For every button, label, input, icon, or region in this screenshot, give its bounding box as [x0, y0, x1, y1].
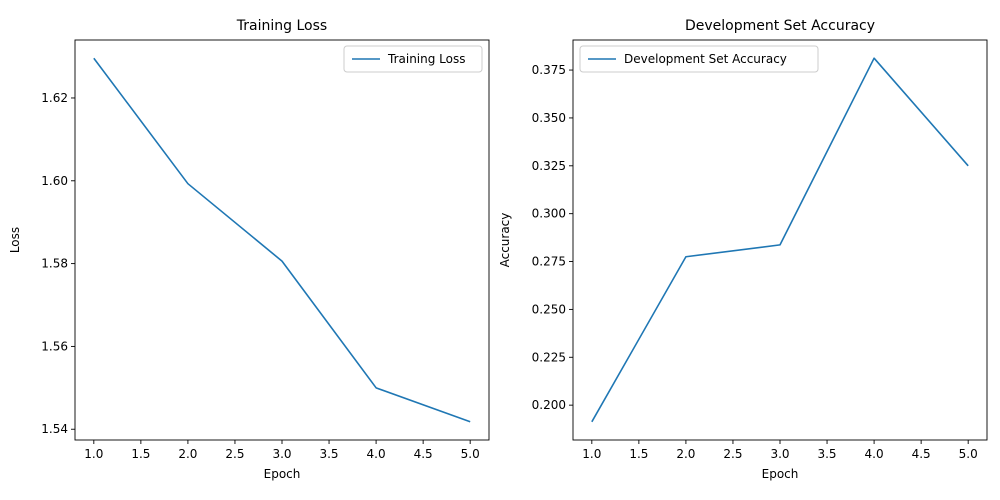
plot-area-frame [74, 39, 490, 441]
series-line [591, 57, 969, 423]
x-axis-label: Epoch [762, 467, 799, 481]
chart-title: Training Loss [236, 18, 327, 34]
x-tick-label: 2.0 [676, 447, 695, 461]
x-tick-label: 3.0 [770, 447, 789, 461]
x-tick-label: 1.5 [629, 447, 648, 461]
x-tick-label: 1.0 [84, 447, 103, 461]
y-tick-label: 1.60 [41, 174, 68, 188]
x-tick-label: 2.5 [723, 447, 742, 461]
x-tick-label: 4.5 [912, 447, 931, 461]
x-tick-label: 4.0 [367, 447, 386, 461]
y-tick-label: 0.275 [532, 255, 566, 269]
y-axis-label: Accuracy [498, 213, 512, 268]
x-tick-label: 3.5 [319, 447, 338, 461]
x-tick-label: 1.5 [131, 447, 150, 461]
x-tick-label: 3.0 [272, 447, 291, 461]
series-line [93, 57, 471, 423]
legend-label: Training Loss [387, 52, 465, 66]
chart-title: Development Set Accuracy [685, 18, 875, 34]
y-tick-label: 0.375 [532, 63, 566, 77]
legend-label: Development Set Accuracy [624, 52, 787, 66]
x-tick-label: 2.0 [178, 447, 197, 461]
x-tick-label: 3.5 [817, 447, 836, 461]
y-tick-label: 1.56 [41, 339, 68, 353]
x-tick-label: 4.0 [865, 447, 884, 461]
legend: Development Set Accuracy [579, 45, 819, 73]
x-tick-label: 4.5 [414, 447, 433, 461]
y-tick-label: 1.62 [41, 91, 68, 105]
legend: Training Loss [343, 45, 483, 73]
x-axis-label: Epoch [264, 467, 301, 481]
plot-area-frame [572, 39, 988, 441]
x-tick-label: 5.0 [461, 447, 480, 461]
y-tick-label: 0.350 [532, 111, 566, 125]
x-tick-label: 2.5 [225, 447, 244, 461]
y-tick-label: 1.58 [41, 257, 68, 271]
y-tick-label: 0.250 [532, 302, 566, 316]
y-tick-label: 0.325 [532, 159, 566, 173]
x-tick-label: 5.0 [959, 447, 978, 461]
legend-box [579, 45, 819, 73]
y-tick-label: 0.225 [532, 350, 566, 364]
y-tick-label: 1.54 [41, 422, 68, 436]
chart-panel-1: Training Loss 1.0 1.5 2.0 2.5 3.0 3.5 4.0 4.5 5.0… [8, 18, 490, 481]
y-axis-label: Loss [8, 227, 22, 253]
x-tick-label: 1.0 [582, 447, 601, 461]
y-tick-label: 0.200 [532, 398, 566, 412]
y-tick-label: 0.300 [532, 207, 566, 221]
chart-panel-2: Development Set Accuracy 1.0 1.5 2.0 2.5 3.0 3… [498, 18, 988, 481]
legend-box [343, 45, 483, 73]
